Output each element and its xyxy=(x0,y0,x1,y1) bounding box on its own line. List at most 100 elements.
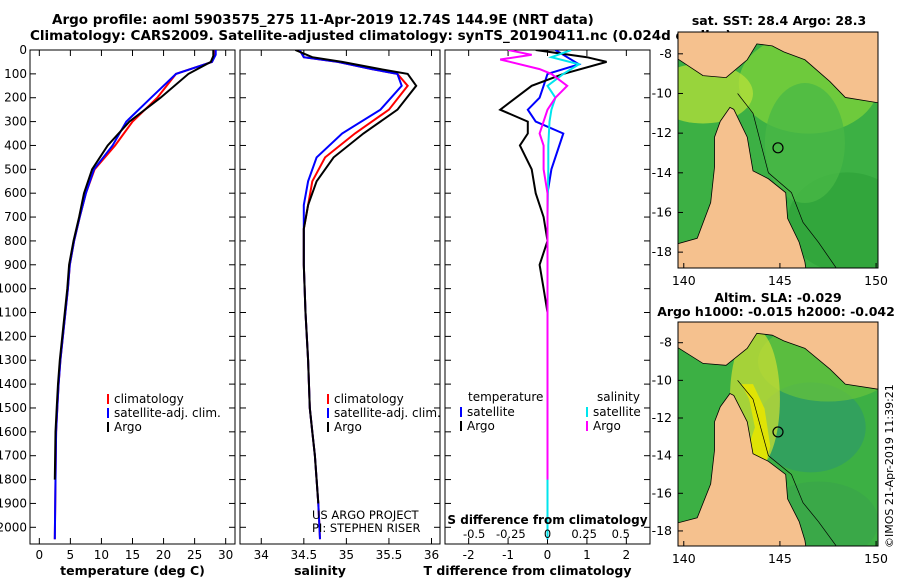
depth-tick-label: 100 xyxy=(4,67,27,81)
map-sla-ytick-label: -12 xyxy=(652,410,672,425)
salinity-annotation: PI: STEPHEN RISER xyxy=(312,521,421,535)
differences-xtick-label: 0 xyxy=(544,548,552,562)
temperature-series-argo xyxy=(53,50,215,480)
map-sla-float-marker xyxy=(772,426,784,438)
salinity-series-argo xyxy=(294,50,418,504)
map-sla-title: Altim. SLA: -0.029 xyxy=(714,290,841,305)
differences-legend-title-salinity: salinity xyxy=(597,390,640,404)
salinity-legend-entry: Argo xyxy=(334,420,362,434)
temperature-series-climatology xyxy=(53,50,217,540)
map-sst-ytick-label: -8 xyxy=(660,46,673,61)
map-sla-ytick-label: -16 xyxy=(652,485,672,500)
map-sla-field xyxy=(678,322,878,546)
depth-tick-label: 800 xyxy=(4,234,27,248)
temperature-xtick-label: 5 xyxy=(67,548,75,562)
differences-xtick-top-label: -0.5 xyxy=(463,527,485,541)
differences-legend-entry-salinity: satellite xyxy=(593,405,641,419)
differences-xlabel-top: S difference from climatology xyxy=(447,513,647,527)
temperature-series-satellite-adj-clim- xyxy=(53,50,217,540)
map-sst-xtick-label: 145 xyxy=(768,273,792,288)
depth-tick-label: 1100 xyxy=(0,306,27,320)
map-sst-ytick-label: -18 xyxy=(652,244,672,259)
depth-tick-label: 1700 xyxy=(0,449,27,463)
depth-tick-label: 1400 xyxy=(0,377,27,391)
map-sst-title: sat. SST: 28.4 Argo: 28.3 xyxy=(692,13,866,28)
map-sst-field xyxy=(678,32,878,268)
depth-tick-label: 1000 xyxy=(0,282,27,296)
temperature-xtick-label: 15 xyxy=(125,548,140,562)
differences-legend-entry-salinity: Argo xyxy=(593,419,621,433)
map-sla-subtitle: Argo h1000: -0.015 h2000: -0.042 xyxy=(657,304,895,319)
differences-xtick-label: -1 xyxy=(502,548,514,562)
map-sst-frame xyxy=(677,31,879,269)
temperature-legend-entry: climatology xyxy=(114,392,184,406)
map-sla-xtick-label: 150 xyxy=(864,551,888,566)
map-sst-ytick-label: -12 xyxy=(652,125,672,140)
plot-title-line-2: Climatology: CARS2009. Satellite-adjuste… xyxy=(30,28,732,44)
temperature-xtick-label: 0 xyxy=(35,548,43,562)
map-sla-frame xyxy=(677,321,879,547)
depth-tick-label: 1200 xyxy=(0,329,27,343)
depth-tick-label: 900 xyxy=(4,258,27,272)
depth-tick-label: 700 xyxy=(4,210,27,224)
map-sla-ytick-label: -14 xyxy=(652,448,672,463)
differences-series-temperature-argo xyxy=(498,50,607,480)
salinity-legend-entry: climatology xyxy=(334,392,404,406)
map-sst-land-australia xyxy=(678,106,807,268)
depth-tick-label: 1300 xyxy=(0,353,27,367)
salinity-annotation: US ARGO PROJECT xyxy=(312,508,420,522)
salinity-xtick-label: 34 xyxy=(254,548,269,562)
depth-tick-label: 600 xyxy=(4,186,27,200)
differences-xtick-label: 2 xyxy=(623,548,631,562)
map-sst-xtick-label: 140 xyxy=(672,273,696,288)
salinity-xtick-label: 34.5 xyxy=(290,548,317,562)
differences-xtick-top-label: 0 xyxy=(544,527,551,541)
map-sla-anomaly-patch xyxy=(755,382,866,473)
salinity-frame xyxy=(239,49,441,545)
imos-timestamp: ©IMOS 21-Apr-2019 11:39:21 xyxy=(883,384,896,548)
map-sla-ytick-label: -10 xyxy=(652,372,672,387)
map-sla-xtick-label: 145 xyxy=(768,551,792,566)
depth-tick-label: 500 xyxy=(4,162,27,176)
temperature-xtick-label: 25 xyxy=(187,548,202,562)
temperature-xtick-label: 10 xyxy=(94,548,109,562)
temperature-xtick-label: 20 xyxy=(156,548,171,562)
depth-tick-label: 1500 xyxy=(0,401,27,415)
salinity-xtick-label: 36 xyxy=(424,548,439,562)
differences-series-salinity-argo xyxy=(499,50,569,480)
depth-tick-label: 1600 xyxy=(0,425,27,439)
depth-tick-label: 300 xyxy=(4,115,27,129)
differences-xtick-top-label: -0.25 xyxy=(496,527,526,541)
salinity-xtick-label: 35.5 xyxy=(376,548,403,562)
map-sla-xtick-label: 140 xyxy=(672,551,696,566)
map-sst-ytick-label: -14 xyxy=(652,165,672,180)
temperature-frame xyxy=(29,49,236,545)
depth-tick-label: 1800 xyxy=(0,473,27,487)
differences-xtick-top-label: 0.5 xyxy=(612,527,630,541)
depth-tick-label: 200 xyxy=(4,91,27,105)
map-sla-ytick-label: -18 xyxy=(652,523,672,538)
map-sst-xtick-label: 150 xyxy=(864,273,888,288)
differences-legend-title-temperature: temperature xyxy=(468,390,543,404)
map-sla-land-new-guinea xyxy=(678,322,878,390)
salinity-xtick-label: 35 xyxy=(339,548,354,562)
map-sst-shelf-contour xyxy=(737,93,837,268)
map-sst-ytick-label: -16 xyxy=(652,204,672,219)
differences-xtick-label: -2 xyxy=(463,548,475,562)
depth-tick-label: 400 xyxy=(4,138,27,152)
salinity-xlabel: salinity xyxy=(294,563,346,578)
map-sla-ytick-label: -8 xyxy=(660,335,673,350)
differences-legend-entry-temperature: Argo xyxy=(467,419,495,433)
map-sst-anomaly-patch xyxy=(678,63,753,124)
differences-xtick-top-label: 0.25 xyxy=(571,527,597,541)
temperature-xlabel: temperature (deg C) xyxy=(60,563,205,578)
differences-series-salinity-satellite xyxy=(546,50,582,540)
map-sst-land-new-guinea xyxy=(678,32,878,104)
salinity-legend-entry: satellite-adj. clim. xyxy=(334,406,441,420)
depth-tick-label: 1900 xyxy=(0,496,27,510)
map-sla-land-australia xyxy=(678,393,807,546)
depth-tick-label: 2000 xyxy=(0,520,27,534)
temperature-legend-entry: Argo xyxy=(114,420,142,434)
differences-xlabel: T difference from climatology xyxy=(423,563,631,578)
map-sst-anomaly-patch xyxy=(764,83,845,204)
